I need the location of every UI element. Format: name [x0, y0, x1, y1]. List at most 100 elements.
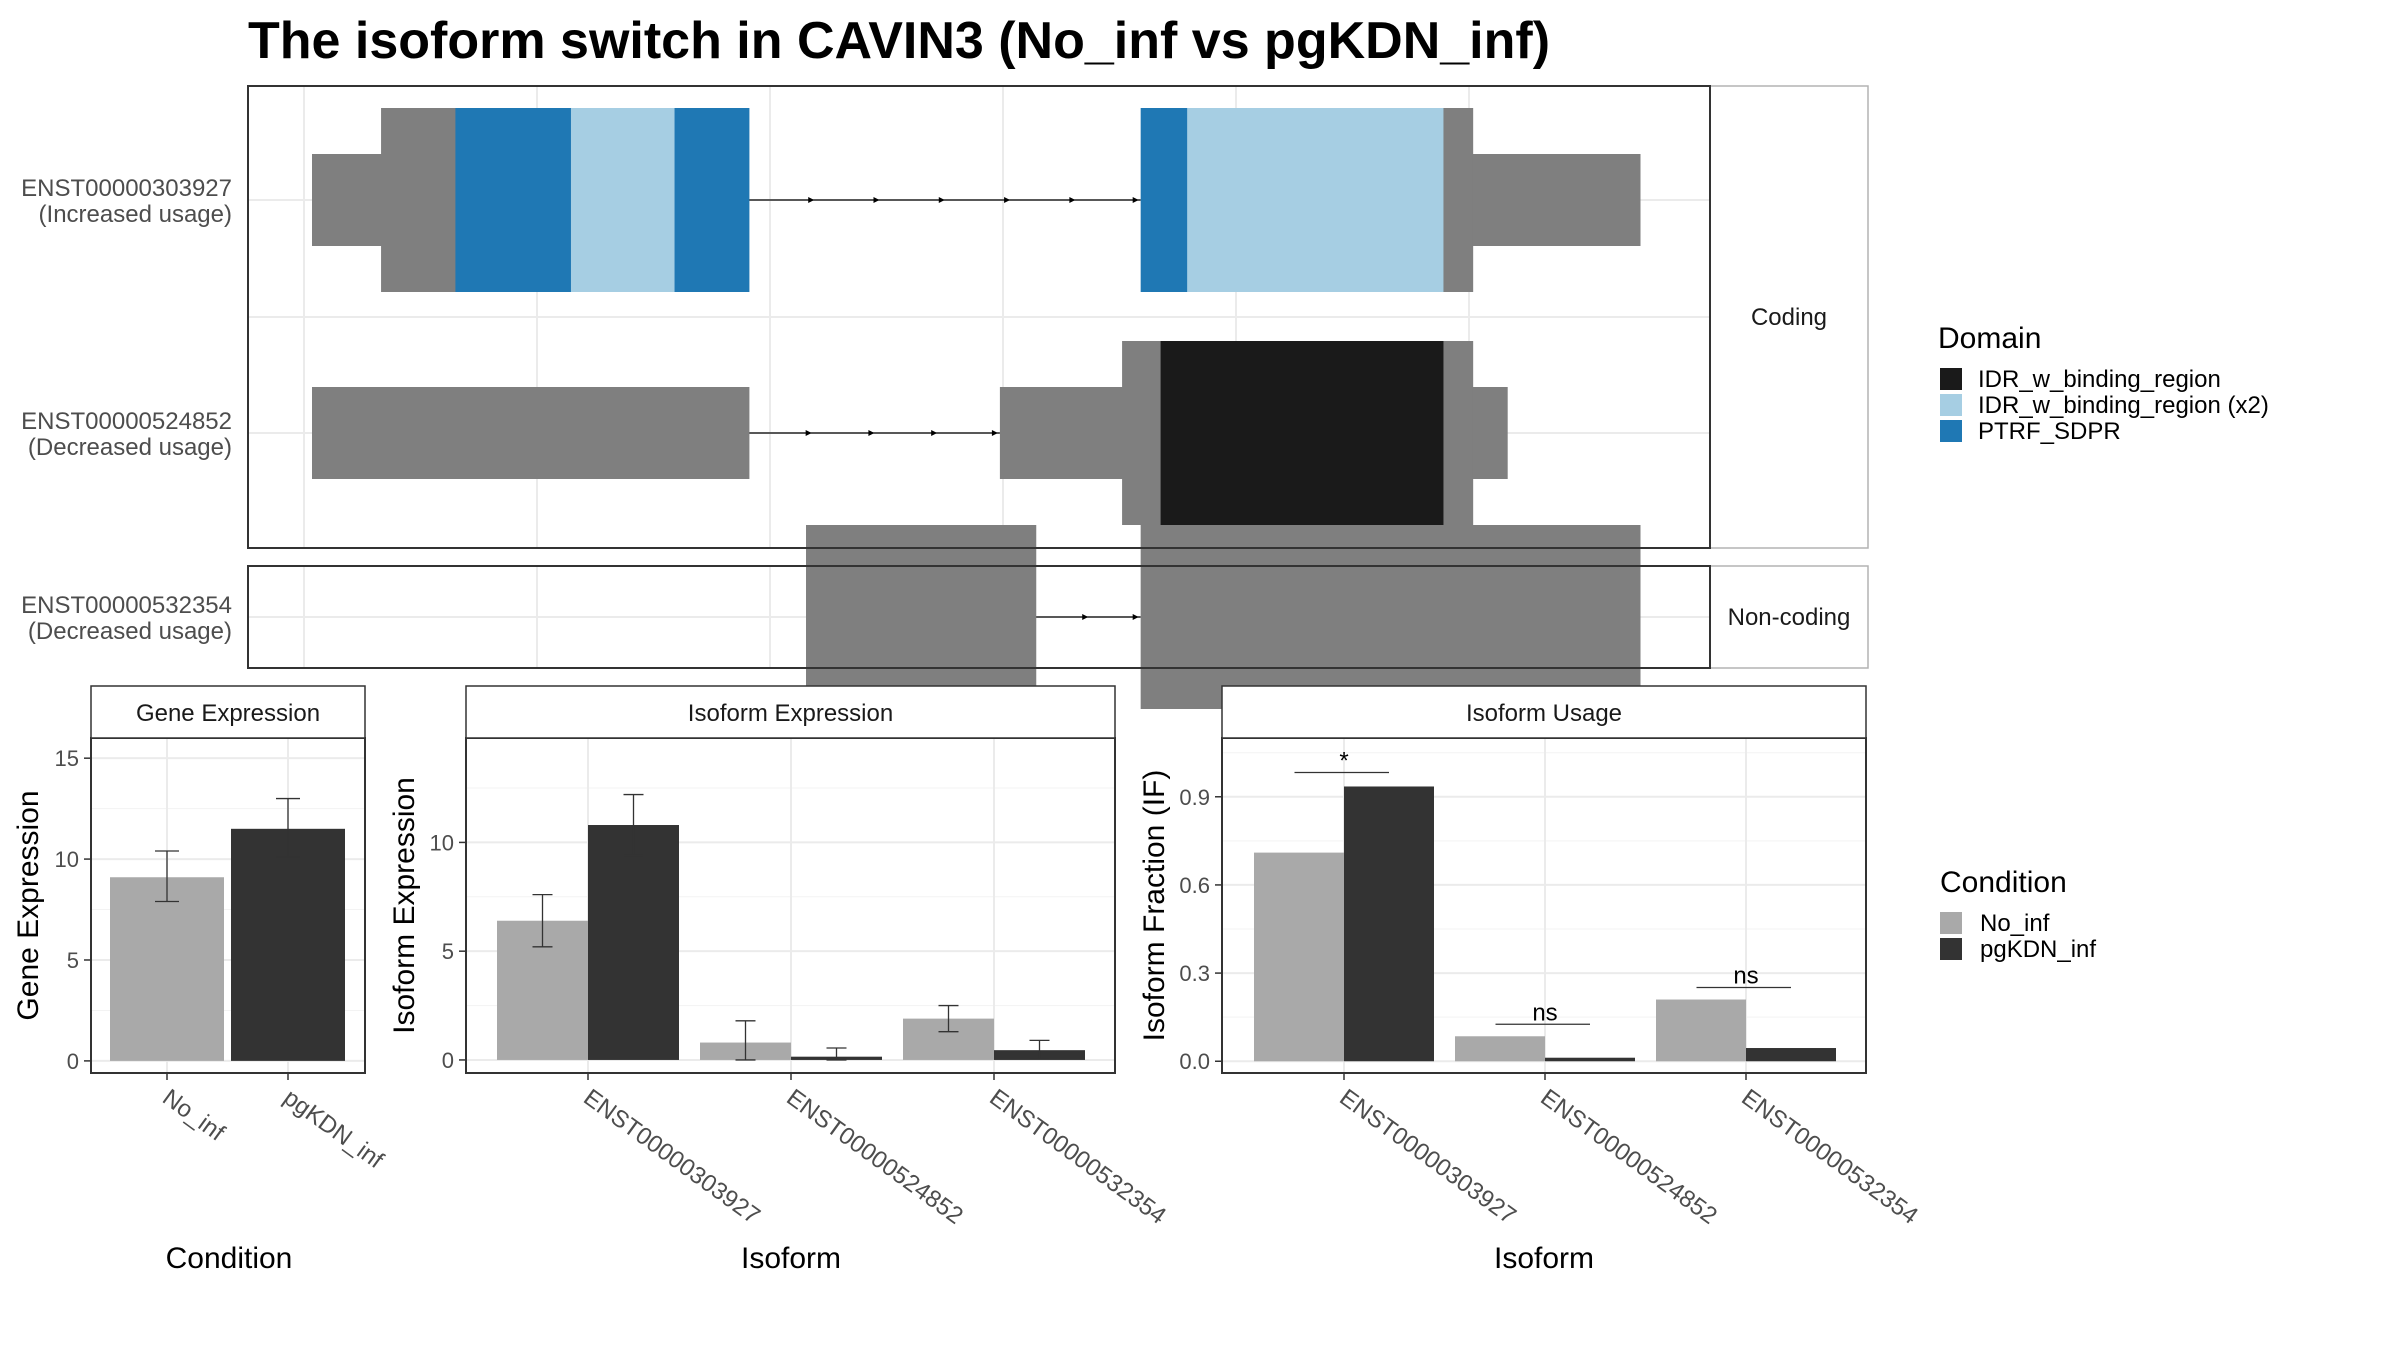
- bar-pgKDN_inf: [1344, 786, 1434, 1062]
- y-tick-label: 10: [55, 847, 79, 872]
- facet-strip: [1709, 565, 1869, 669]
- strand-arrow: [1132, 614, 1139, 620]
- y-tick-label: 0: [67, 1049, 79, 1074]
- exon-block: [1140, 525, 1641, 709]
- strand-arrow: [1082, 614, 1089, 620]
- bar-pgKDN_inf: [1545, 1057, 1635, 1062]
- chart-title: Gene Expression: [136, 700, 320, 727]
- y-tick-label: 0.3: [1179, 961, 1210, 986]
- y-tick-label: 5: [67, 948, 79, 973]
- x-tick-label: ENST00000532354: [1736, 1084, 1922, 1230]
- panel-border: [247, 85, 1711, 549]
- y-tick-label: 15: [55, 746, 79, 771]
- exon-block: [381, 108, 456, 292]
- strand-arrow: [868, 430, 875, 436]
- exon-block: [312, 154, 382, 246]
- strand-arrow: [1069, 197, 1076, 203]
- chart-strip: [465, 685, 1116, 739]
- panel-border: [247, 565, 1711, 669]
- strand-arrow: [1132, 197, 1139, 203]
- exon-block: [806, 525, 1037, 709]
- strand-arrow: [805, 430, 812, 436]
- significance-label: ns: [1532, 999, 1557, 1026]
- legend-key-3: [1940, 420, 1962, 442]
- x-axis-title: Isoform: [741, 1242, 841, 1275]
- y-tick-label: 0.0: [1179, 1049, 1210, 1074]
- x-axis-title: Condition: [166, 1242, 293, 1275]
- legend-key-2: [1940, 394, 1962, 416]
- transcript-ENST00000532354: [806, 525, 1641, 709]
- x-tick-label: ENST00000532354: [984, 1084, 1170, 1230]
- legend-label: IDR_w_binding_region (x2): [1978, 392, 2269, 419]
- legend-key-1: [1940, 368, 1962, 390]
- transcript-ENST00000303927: [312, 108, 1641, 292]
- condition-legend-title: Condition: [1940, 866, 2067, 899]
- strand-arrow: [938, 197, 945, 203]
- chart-gene-expression: Gene Expression 0 5 10 15 No_inf pgKDN_inf Cond…: [12, 685, 389, 1275]
- page-title: The isoform switch in CAVIN3 (No_inf vs …: [248, 12, 1550, 70]
- x-tick-label: No_inf: [157, 1084, 229, 1147]
- chart-strip: [90, 685, 366, 739]
- legend-label: pgKDN_inf: [1980, 936, 2096, 963]
- transcript-usage-label: (Decreased usage): [28, 618, 232, 645]
- exon-block: [1472, 154, 1641, 246]
- legend-label: PTRF_SDPR: [1978, 418, 2121, 445]
- y-tick-label: 5: [442, 939, 454, 964]
- isoform-structure-plot: Coding Non-coding ENST00000303927(Increase…: [21, 85, 1869, 709]
- x-tick-label: ENST00000303927: [1334, 1084, 1520, 1230]
- y-tick-label: 0.6: [1179, 873, 1210, 898]
- bar-pgKDN_inf: [1746, 1048, 1836, 1062]
- strand-arrow: [931, 430, 938, 436]
- chart-title: Isoform Usage: [1466, 700, 1622, 727]
- structure-panel-noncoding: Non-coding: [248, 525, 1869, 709]
- y-axis-title: Isoform Expression: [388, 777, 421, 1034]
- bar-pgKDN_inf: [231, 828, 345, 1061]
- transcript-usage-label: (Decreased usage): [28, 434, 232, 461]
- bar-No_inf: [1455, 1036, 1545, 1062]
- domain-legend-title: Domain: [1938, 322, 2041, 355]
- bar-No_inf: [1656, 999, 1746, 1062]
- legend-key-No_inf: [1940, 912, 1962, 934]
- x-tick-label: ENST00000303927: [578, 1084, 764, 1230]
- transcript-id-label: ENST00000532354: [21, 592, 232, 619]
- domain-legend: Domain IDR_w_binding_regionIDR_w_binding_…: [1938, 322, 2269, 445]
- domain-block: [1140, 108, 1188, 292]
- y-tick-label: 0: [442, 1048, 454, 1073]
- x-axis-title: Isoform: [1494, 1242, 1594, 1275]
- expression-charts: Gene Expression 0 5 10 15 No_inf pgKDN_inf Cond…: [12, 685, 1923, 1275]
- exon-block: [999, 387, 1123, 479]
- y-axis-title: Isoform Fraction (IF): [1138, 770, 1171, 1042]
- domain-block: [1187, 108, 1444, 292]
- significance-label: ns: [1733, 963, 1758, 990]
- exon-block: [1122, 341, 1162, 525]
- y-tick-label: 10: [430, 830, 454, 855]
- transcript-id-label: ENST00000524852: [21, 408, 232, 435]
- exon-block: [1443, 341, 1474, 525]
- x-tick-label: pgKDN_inf: [278, 1084, 388, 1174]
- chart-title: Isoform Expression: [688, 700, 893, 727]
- exon-block: [312, 387, 750, 479]
- bar-pgKDN_inf: [588, 825, 679, 1060]
- x-tick-label: ENST00000524852: [781, 1084, 967, 1230]
- domain-block: [570, 108, 676, 292]
- transcript-ENST00000524852: [312, 341, 1508, 525]
- x-tick-label: ENST00000524852: [1535, 1084, 1721, 1230]
- y-tick-label: 0.9: [1179, 785, 1210, 810]
- facet-label-coding: Coding: [1751, 304, 1827, 331]
- legend-label: IDR_w_binding_region: [1978, 366, 2221, 393]
- significance-label: *: [1339, 747, 1348, 774]
- strand-arrow: [991, 430, 998, 436]
- chart-strip: [1221, 685, 1867, 739]
- strand-arrow: [1004, 197, 1011, 203]
- transcript-id-label: ENST00000303927: [21, 175, 232, 202]
- chart-isoform-usage: * ns ns Isoform Usage 0.0 0.3 0.6 0.9 ENST000003…: [1138, 685, 1923, 1275]
- strand-arrow: [873, 197, 880, 203]
- domain-block: [455, 108, 572, 292]
- domain-block: [674, 108, 750, 292]
- strand-arrow: [808, 197, 815, 203]
- exon-block: [1443, 108, 1474, 292]
